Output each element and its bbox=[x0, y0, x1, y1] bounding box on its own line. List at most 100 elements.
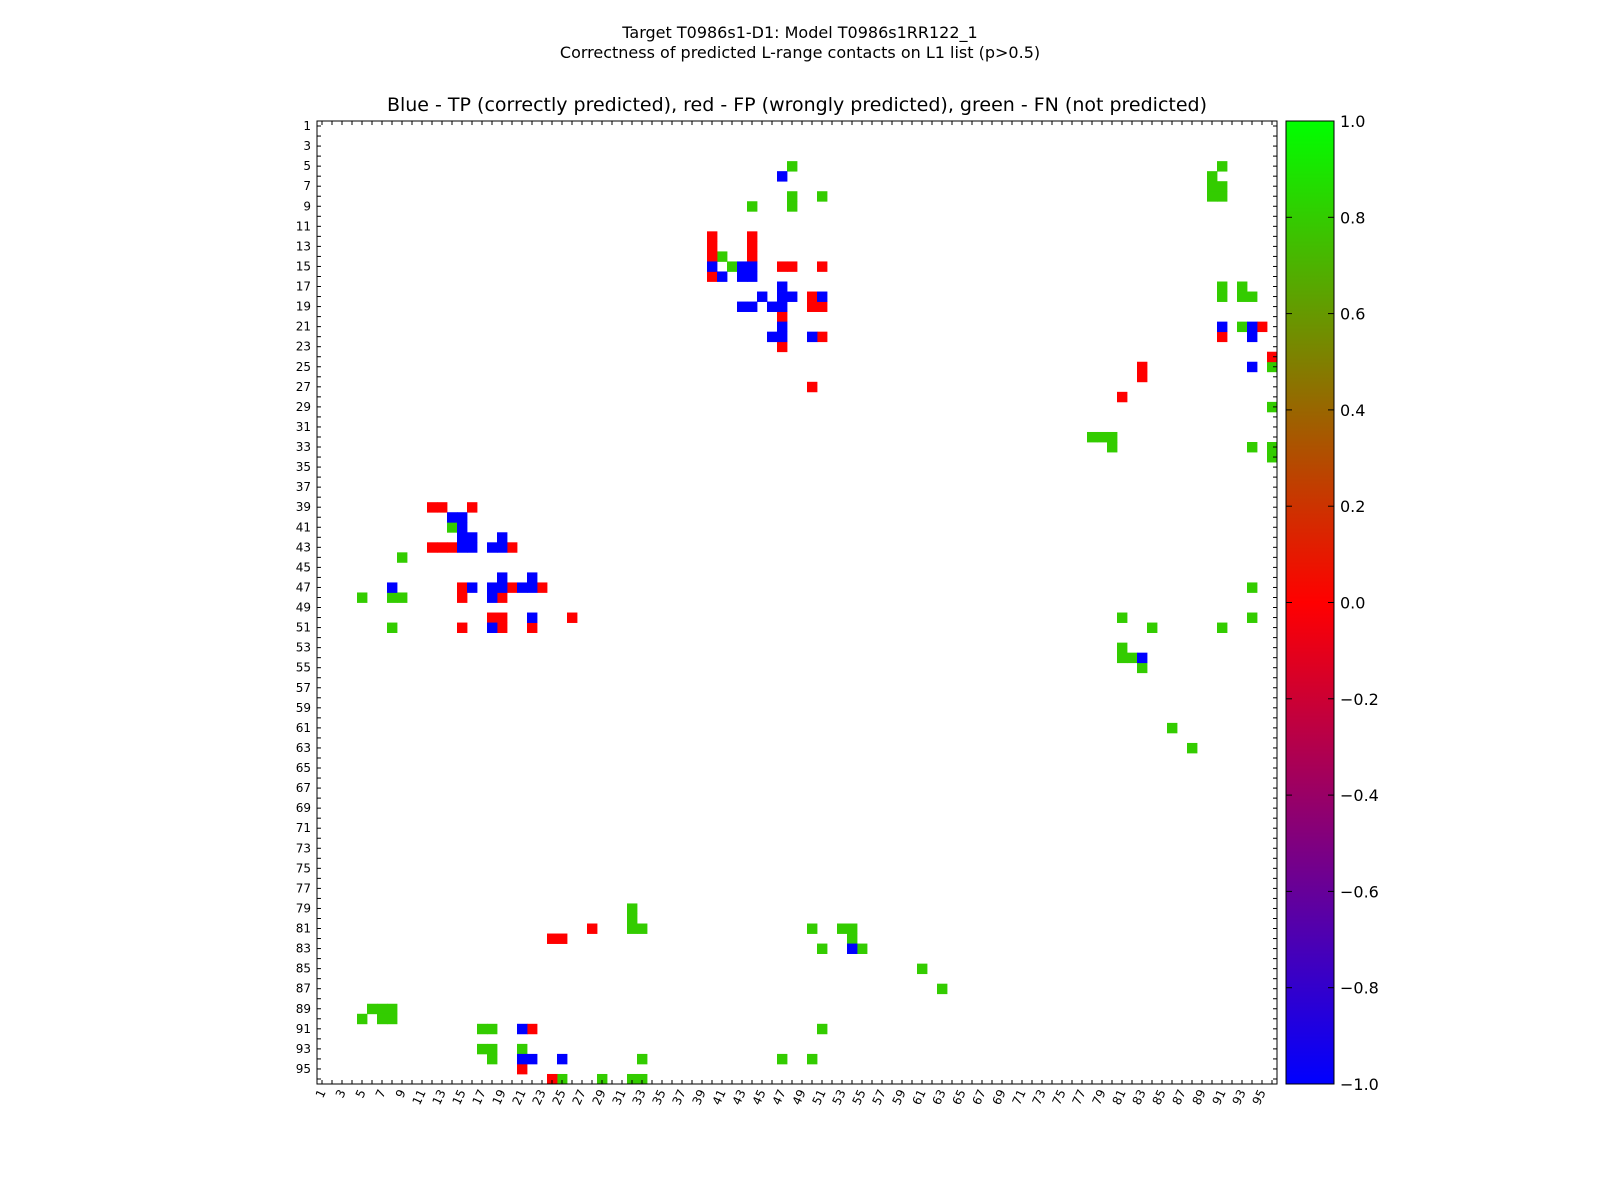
x-tick-label: 89 bbox=[1190, 1087, 1209, 1107]
contact-cell-fn bbox=[1207, 191, 1218, 202]
contact-cell-fn bbox=[817, 1023, 828, 1035]
y-tick-label: 5 bbox=[303, 159, 311, 173]
y-tick-label: 7 bbox=[303, 179, 311, 193]
contact-cell-fn bbox=[1247, 442, 1258, 453]
contact-cell-fn bbox=[817, 943, 828, 954]
contact-cell-tp bbox=[467, 582, 478, 593]
y-tick-label: 87 bbox=[296, 982, 311, 996]
contact-cell-fp bbox=[1257, 321, 1268, 333]
contact-cell-fn bbox=[837, 923, 848, 934]
contact-cell-fn bbox=[1117, 652, 1128, 664]
contact-cell-tp bbox=[737, 301, 748, 312]
contact-cell-fn bbox=[1217, 161, 1228, 172]
contact-cell-fn bbox=[477, 1023, 488, 1035]
contact-cell-tp bbox=[527, 612, 538, 623]
contact-cell-fn bbox=[727, 261, 738, 272]
x-tick-label: 73 bbox=[1030, 1087, 1049, 1107]
contact-cell-fn bbox=[377, 1003, 388, 1015]
contact-cell-fn bbox=[857, 943, 868, 954]
x-tick-label: 11 bbox=[410, 1087, 429, 1107]
contact-cell-fp bbox=[1217, 331, 1228, 343]
contact-cell-tp bbox=[1217, 321, 1228, 333]
contact-cell-fn bbox=[1187, 742, 1198, 754]
contact-cell-fp bbox=[1137, 371, 1148, 383]
contact-cell-tp bbox=[467, 542, 478, 553]
contact-cell-fp bbox=[747, 251, 758, 262]
contact-cell-tp bbox=[1247, 331, 1258, 343]
contact-cell-tp bbox=[747, 271, 758, 282]
contact-cell-tp bbox=[457, 522, 468, 533]
y-tick-label: 57 bbox=[296, 681, 311, 695]
contact-cell-tp bbox=[747, 261, 758, 272]
x-tick-label: 61 bbox=[910, 1087, 929, 1107]
contact-cell-tp bbox=[487, 542, 498, 553]
y-tick-label: 53 bbox=[296, 641, 311, 655]
x-tick-label: 45 bbox=[750, 1087, 769, 1107]
y-tick-label: 15 bbox=[296, 259, 311, 273]
contact-cell-fp bbox=[707, 241, 718, 252]
y-tick-label: 21 bbox=[296, 320, 311, 334]
contact-cell-fp bbox=[467, 502, 478, 513]
contact-cell-fn bbox=[787, 201, 798, 212]
contact-cell-fn bbox=[1237, 281, 1248, 292]
x-tick-label: 71 bbox=[1010, 1087, 1029, 1107]
x-tick-label: 9 bbox=[393, 1087, 409, 1100]
y-tick-label: 9 bbox=[303, 199, 311, 213]
y-tick-label: 67 bbox=[296, 781, 311, 795]
contact-cell-fn bbox=[787, 161, 798, 172]
contact-cell-tp bbox=[807, 331, 818, 343]
contact-cell-fp bbox=[547, 933, 558, 944]
contact-cell-fp bbox=[707, 231, 718, 242]
y-tick-label: 71 bbox=[296, 821, 311, 835]
contact-cell-fn bbox=[1127, 652, 1138, 664]
colorbar bbox=[1285, 120, 1335, 1085]
contact-cell-fn bbox=[717, 251, 728, 262]
x-tick-label: 47 bbox=[770, 1087, 789, 1107]
colorbar-tick-label: 1.0 bbox=[1340, 112, 1365, 131]
figure-title-line-1: Target T0986s1-D1: Model T0986s1RR122_1 bbox=[622, 23, 978, 42]
y-tick-label: 17 bbox=[296, 280, 311, 294]
contact-cell-tp bbox=[767, 301, 778, 312]
contact-cell-fn bbox=[1217, 181, 1228, 192]
contact-cell-fn bbox=[357, 1013, 368, 1025]
contact-cell-fp bbox=[707, 271, 718, 282]
contact-cell-tp bbox=[847, 943, 858, 954]
contact-cell-tp bbox=[527, 572, 538, 583]
y-tick-label: 95 bbox=[296, 1062, 311, 1076]
contact-cell-tp bbox=[737, 271, 748, 282]
y-tick-label: 91 bbox=[296, 1022, 311, 1036]
contact-cell-fn bbox=[1137, 662, 1148, 674]
x-tick-label: 43 bbox=[730, 1087, 749, 1107]
x-tick-label: 29 bbox=[590, 1087, 609, 1107]
contact-cell-fp bbox=[427, 502, 438, 513]
contact-cell-fn bbox=[377, 1013, 388, 1025]
contact-cell-fn bbox=[747, 201, 758, 212]
y-tick-label: 69 bbox=[296, 801, 311, 815]
contact-cell-fn bbox=[487, 1043, 498, 1055]
x-tick-label: 19 bbox=[490, 1087, 509, 1107]
contact-cell-tp bbox=[1247, 361, 1258, 373]
x-tick-label: 83 bbox=[1130, 1087, 1149, 1107]
contact-cell-fp bbox=[747, 231, 758, 242]
x-tick-label: 7 bbox=[373, 1087, 389, 1100]
contact-cell-fn bbox=[557, 1073, 568, 1085]
x-tick-label: 93 bbox=[1230, 1087, 1249, 1107]
x-tick-label: 5 bbox=[353, 1087, 369, 1100]
contact-cell-fn bbox=[1267, 452, 1278, 463]
contact-cell-fn bbox=[627, 923, 638, 934]
contact-cell-fn bbox=[627, 1073, 638, 1085]
contact-cell-fn bbox=[1217, 191, 1228, 202]
x-tick-label: 59 bbox=[890, 1087, 909, 1107]
y-tick-label: 25 bbox=[296, 360, 311, 374]
contact-cell-fn bbox=[397, 552, 408, 563]
contact-cell-fn bbox=[1117, 612, 1128, 623]
contact-cell-fn bbox=[847, 923, 858, 934]
y-tick-label: 19 bbox=[296, 300, 311, 314]
y-tick-label: 89 bbox=[296, 1002, 311, 1016]
contact-cell-fn bbox=[1237, 291, 1248, 302]
contact-cell-tp bbox=[777, 171, 788, 182]
contact-cell-tp bbox=[497, 572, 508, 583]
x-tick-label: 33 bbox=[630, 1087, 649, 1107]
colorbar-tick-label: 0.6 bbox=[1340, 305, 1365, 324]
